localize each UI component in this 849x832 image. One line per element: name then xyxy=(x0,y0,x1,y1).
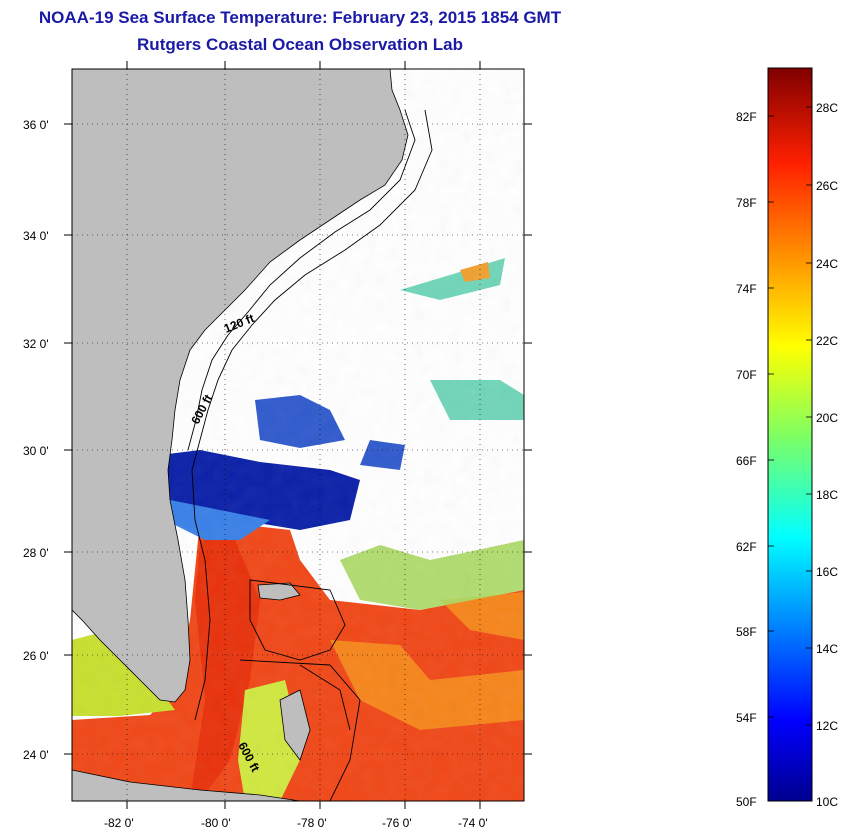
land-us-southeast xyxy=(72,69,409,703)
map-frame xyxy=(71,68,525,802)
lon-label-78: -78 0' xyxy=(297,816,327,830)
colorbar xyxy=(767,67,813,802)
lat-label-24: 24 0' xyxy=(23,748,49,762)
land-andros xyxy=(279,689,311,761)
land-cuba xyxy=(72,769,301,801)
colorbar-c-26: 26C xyxy=(816,179,838,193)
colorbar-f-78: 78F xyxy=(736,196,757,210)
map-subtitle: Rutgers Coastal Ocean Observation Lab xyxy=(137,35,463,54)
colorbar-f-82: 82F xyxy=(736,110,757,124)
lon-label-80: -80 0' xyxy=(201,816,231,830)
colorbar-c-14: 14C xyxy=(816,642,838,656)
colorbar-f-54: 54F xyxy=(736,711,757,725)
lat-label-30: 30 0' xyxy=(23,444,49,458)
grid-lines xyxy=(72,69,524,801)
colorbar-ticks xyxy=(768,106,812,726)
colorbar-c-28: 28C xyxy=(816,101,838,115)
lon-label-76: -76 0' xyxy=(382,816,412,830)
colorbar-f-58: 58F xyxy=(736,625,757,639)
lon-label-82: -82 0' xyxy=(104,816,134,830)
colorbar-f-50: 50F xyxy=(736,795,757,809)
contour-120ft xyxy=(187,109,416,451)
colorbar-c-10: 10C xyxy=(816,795,838,809)
colorbar-f-74: 74F xyxy=(736,282,757,296)
colorbar-f-66: 66F xyxy=(736,454,757,468)
colorbar-f-70: 70F xyxy=(736,368,757,382)
land-grand-bahama xyxy=(257,582,301,601)
lon-label-74: -74 0' xyxy=(458,816,488,830)
colorbar-c-12: 12C xyxy=(816,719,838,733)
map-title: NOAA-19 Sea Surface Temperature: Februar… xyxy=(38,8,562,27)
colorbar-c-24: 24C xyxy=(816,257,838,271)
contour-bahamas xyxy=(239,579,361,801)
colorbar-c-16: 16C xyxy=(816,565,838,579)
lat-label-34: 34 0' xyxy=(23,229,49,243)
colorbar-c-18: 18C xyxy=(816,488,838,502)
axis-ticks xyxy=(64,61,532,809)
colorbar-f-62: 62F xyxy=(736,540,757,554)
colorbar-c-22: 22C xyxy=(816,334,838,348)
lat-label-36: 36 0' xyxy=(23,118,49,132)
lat-label-26: 26 0' xyxy=(23,649,49,663)
colorbar-c-20: 20C xyxy=(816,411,838,425)
lat-label-28: 28 0' xyxy=(23,546,49,560)
lat-label-32: 32 0' xyxy=(23,337,49,351)
